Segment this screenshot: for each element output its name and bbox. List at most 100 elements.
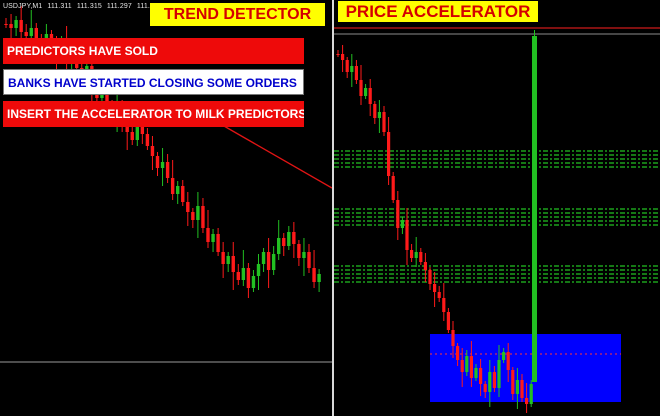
candle bbox=[364, 84, 368, 99]
candle bbox=[261, 248, 266, 272]
candle bbox=[196, 192, 200, 238]
candle-body bbox=[515, 380, 519, 394]
candle bbox=[396, 191, 400, 240]
candle bbox=[317, 269, 321, 292]
candle-body bbox=[19, 20, 23, 32]
candle bbox=[341, 45, 345, 72]
candle-body bbox=[511, 370, 515, 394]
close-price: 111.315 bbox=[137, 3, 162, 10]
candle bbox=[382, 106, 386, 136]
candle bbox=[456, 343, 460, 366]
candle-body bbox=[428, 270, 432, 284]
candle-body bbox=[387, 132, 391, 176]
candle-body bbox=[105, 90, 109, 106]
candle bbox=[336, 50, 340, 57]
candle bbox=[414, 237, 418, 267]
candle-body bbox=[236, 272, 240, 280]
candle-body bbox=[377, 112, 381, 118]
candle-body bbox=[297, 244, 301, 258]
candle-body bbox=[373, 104, 377, 118]
candle-body bbox=[186, 202, 190, 212]
candle-body bbox=[391, 176, 395, 200]
candle-body bbox=[246, 268, 251, 288]
candle-body bbox=[34, 28, 38, 40]
candle bbox=[170, 160, 175, 200]
high-price: 111.315 bbox=[76, 3, 102, 10]
candle bbox=[428, 267, 432, 290]
candle-body bbox=[125, 124, 129, 132]
candle-body bbox=[469, 356, 473, 378]
candle-body bbox=[400, 220, 404, 228]
candle-body bbox=[336, 54, 340, 55]
candle bbox=[520, 374, 524, 402]
trend-detector-chart[interactable]: USDJPY,M1 111.311 111.315 111.297 111.31… bbox=[0, 0, 332, 416]
candle-body bbox=[266, 252, 271, 270]
candle-body bbox=[474, 368, 478, 378]
candle bbox=[359, 65, 363, 105]
candle bbox=[497, 345, 501, 397]
candle-body bbox=[497, 360, 501, 388]
candle-body bbox=[359, 80, 363, 96]
candle bbox=[206, 210, 210, 248]
candle-body bbox=[29, 28, 33, 36]
candle bbox=[150, 136, 155, 170]
candle bbox=[191, 208, 195, 228]
candle-body bbox=[437, 292, 441, 298]
candle-body bbox=[241, 268, 246, 280]
candle bbox=[292, 222, 296, 258]
candle-body bbox=[201, 206, 205, 228]
candle bbox=[211, 229, 215, 252]
candle bbox=[479, 359, 483, 396]
candle bbox=[4, 18, 8, 28]
candle-body bbox=[216, 234, 220, 252]
candle-body bbox=[165, 162, 170, 178]
candle bbox=[460, 348, 464, 387]
candle bbox=[236, 264, 240, 285]
candle bbox=[14, 16, 18, 36]
candle-body bbox=[502, 352, 506, 360]
candle-body bbox=[410, 250, 414, 258]
candle bbox=[165, 154, 170, 183]
alert-banks-closing: BANKS HAVE STARTED CLOSING SOME ORDERS bbox=[3, 69, 304, 95]
price-accelerator-chart[interactable]: PRICE ACCELERATOR bbox=[334, 0, 660, 416]
candle bbox=[216, 228, 220, 256]
candle bbox=[345, 57, 349, 78]
candle-body bbox=[170, 178, 175, 194]
candle-body bbox=[317, 274, 321, 282]
candle bbox=[145, 128, 150, 150]
candle bbox=[451, 321, 455, 358]
candle-body bbox=[150, 146, 155, 156]
candle-body bbox=[191, 212, 195, 220]
candle-body bbox=[145, 134, 150, 146]
candle bbox=[515, 368, 519, 409]
candle bbox=[502, 348, 506, 363]
candle bbox=[256, 254, 261, 290]
open-price: 111.311 bbox=[47, 3, 72, 10]
candle-body bbox=[405, 220, 409, 250]
candle bbox=[373, 101, 377, 124]
candle-body bbox=[256, 264, 261, 276]
candle-body bbox=[456, 346, 460, 360]
candle-body bbox=[140, 126, 145, 134]
candle-body bbox=[271, 254, 276, 270]
candle bbox=[226, 252, 230, 272]
candle-body bbox=[302, 252, 306, 258]
candle bbox=[130, 124, 134, 145]
candle bbox=[465, 350, 469, 376]
candle bbox=[297, 240, 301, 266]
candle-body bbox=[442, 298, 446, 312]
chart-divider[interactable] bbox=[332, 0, 334, 416]
candle-body bbox=[282, 238, 286, 246]
candle-body bbox=[231, 256, 235, 272]
trend-detector-title: TREND DETECTOR bbox=[150, 3, 325, 26]
candle-body bbox=[176, 186, 180, 194]
candle bbox=[488, 360, 492, 407]
candle bbox=[474, 364, 478, 381]
candle-body bbox=[506, 352, 510, 370]
candle-body bbox=[341, 54, 345, 60]
candle-body bbox=[364, 88, 368, 96]
candle bbox=[9, 14, 13, 42]
candle-body bbox=[9, 24, 13, 28]
candle-body bbox=[155, 156, 160, 168]
candle bbox=[287, 226, 291, 250]
